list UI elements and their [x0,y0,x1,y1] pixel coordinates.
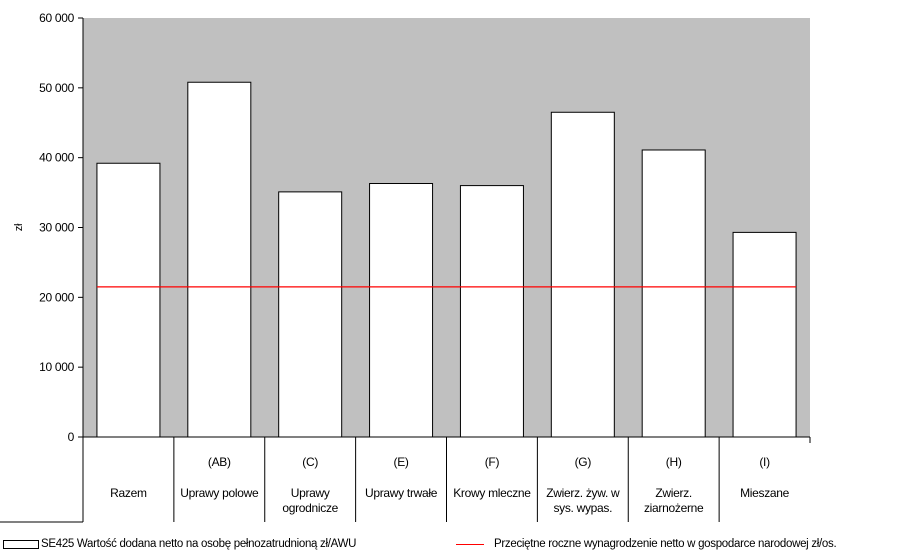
category-code: (C) [302,455,318,469]
y-tick-label: 40 000 [39,151,75,165]
category-code: (F) [485,455,500,469]
category-code: (G) [575,455,592,469]
category-code: (E) [394,455,409,469]
category-label: Krowy mleczne [453,486,531,500]
legend-bar-swatch [3,539,39,549]
y-tick-label: 50 000 [39,81,75,95]
bar [369,183,434,438]
legend-item-line: Przeciętne roczne wynagrodzenie netto w … [456,538,837,550]
y-tick-label: 0 [68,430,75,444]
category-label: ziarnożerne [644,501,704,515]
category-label: Uprawy polowe [180,486,259,500]
bar [641,149,706,438]
category-code: (AB) [208,455,231,469]
category-label: Mieszane [740,486,790,500]
y-tick-label: 20 000 [39,290,75,304]
y-tick-label: 10 000 [39,360,75,374]
category-code: (I) [759,455,770,469]
bar-chart: 0 10 000 20 000 30 000 40 000 50 000 60 000 zł R… [0,11,811,523]
legend: SE425 Wartość dodana netto na osobę pełn… [0,535,899,554]
legend-item-bars: SE425 Wartość dodana netto na osobę pełn… [3,538,356,550]
legend-line-label: Przeciętne roczne wynagrodzenie netto w … [494,538,837,550]
bar [96,162,161,438]
category-label: Uprawy [291,486,330,500]
bar [278,191,343,438]
category-label: Zwierz. [655,486,692,500]
y-axis-label: zł [13,223,25,231]
category-label: sys. wypas. [553,501,612,515]
category-label: Uprawy trwałe [365,486,438,500]
y-tick-label: 60 000 [39,11,75,25]
legend-line-swatch [456,543,484,545]
category-label: ogrodnicze [282,501,338,515]
category-label: Razem [110,486,147,500]
legend-bar-label: SE425 Wartość dodana netto na osobę pełn… [41,538,357,550]
bar [550,111,615,438]
category-code: (H) [666,455,682,469]
bar [459,185,524,438]
category-label: Zwierz. żyw. w [546,486,620,500]
bar [732,231,797,438]
bar [187,81,252,438]
y-tick-label: 30 000 [39,221,75,235]
